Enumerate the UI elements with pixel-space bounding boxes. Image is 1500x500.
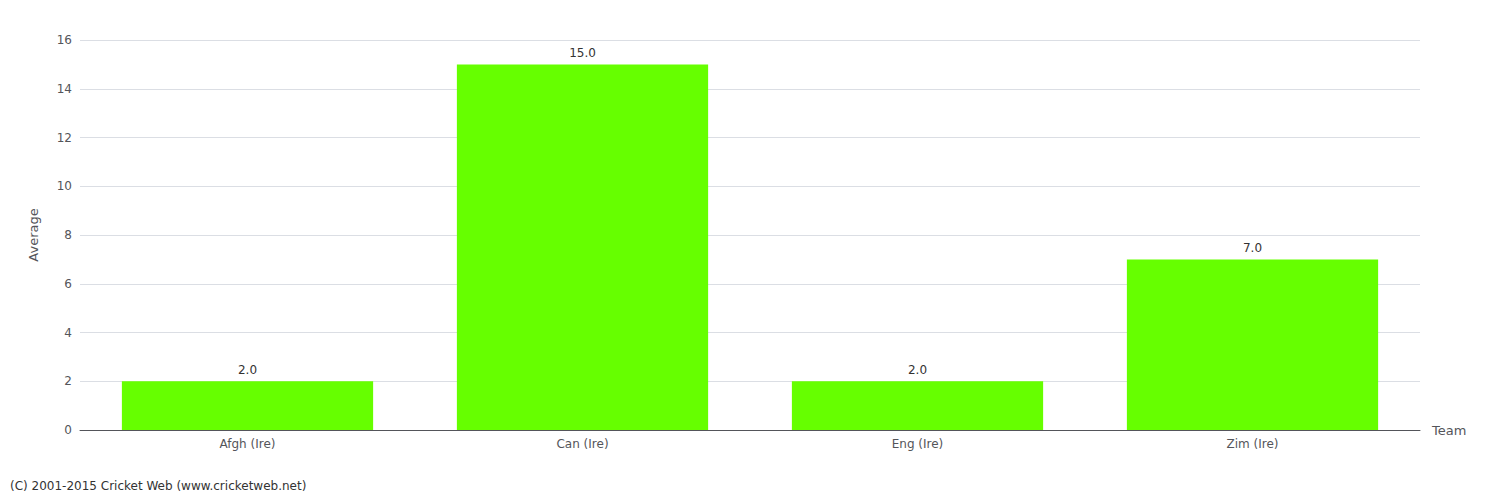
svg-text:7.0: 7.0 xyxy=(1243,241,1262,255)
svg-text:Can (Ire): Can (Ire) xyxy=(556,437,608,451)
svg-text:Eng (Ire): Eng (Ire) xyxy=(892,437,944,451)
svg-text:14: 14 xyxy=(57,82,72,96)
svg-text:6: 6 xyxy=(64,277,72,291)
svg-text:12: 12 xyxy=(57,131,72,145)
svg-text:2: 2 xyxy=(64,374,72,388)
svg-text:8: 8 xyxy=(64,228,72,242)
svg-text:Afgh (Ire): Afgh (Ire) xyxy=(220,437,276,451)
svg-text:Zim (Ire): Zim (Ire) xyxy=(1226,437,1278,451)
svg-text:10: 10 xyxy=(57,179,72,193)
svg-text:4: 4 xyxy=(64,326,72,340)
svg-text:Average: Average xyxy=(26,208,41,261)
svg-text:(C) 2001-2015 Cricket Web (www: (C) 2001-2015 Cricket Web (www.cricketwe… xyxy=(10,479,306,493)
svg-text:Team: Team xyxy=(1431,423,1466,438)
svg-text:2.0: 2.0 xyxy=(908,363,927,377)
svg-text:15.0: 15.0 xyxy=(569,46,596,60)
svg-text:0: 0 xyxy=(64,423,72,437)
svg-text:16: 16 xyxy=(57,33,72,47)
svg-text:2.0: 2.0 xyxy=(238,363,257,377)
